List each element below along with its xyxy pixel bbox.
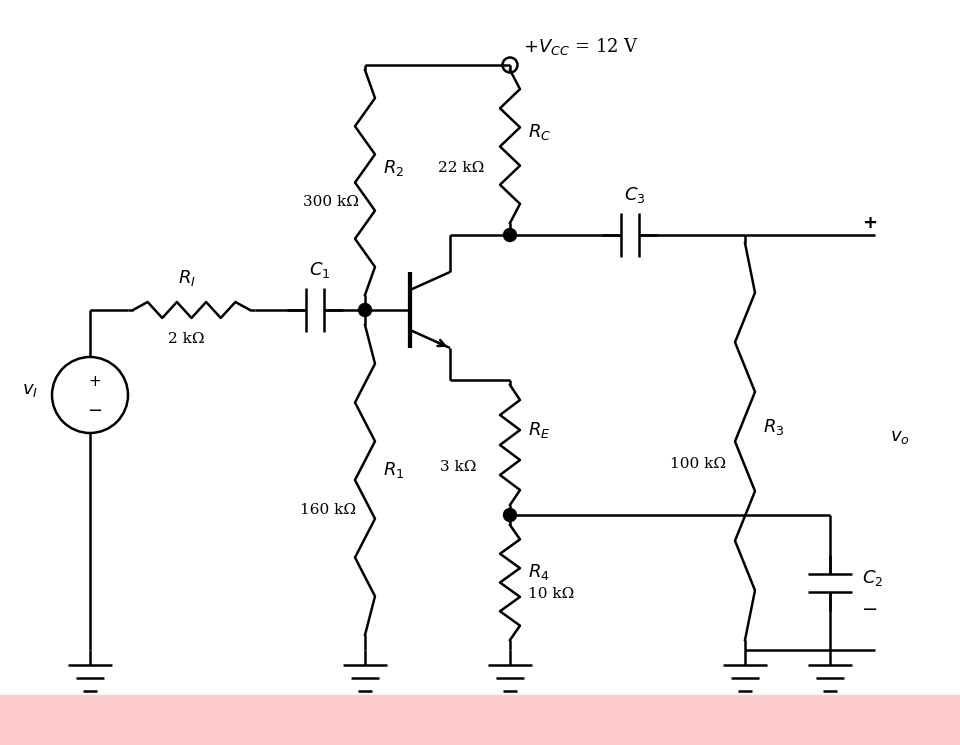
Text: $v_I$: $v_I$ <box>22 381 38 399</box>
Text: 300 kΩ: 300 kΩ <box>303 195 359 209</box>
Circle shape <box>503 509 516 522</box>
Text: 2 kΩ: 2 kΩ <box>168 332 204 346</box>
Text: $v_o$: $v_o$ <box>890 428 910 446</box>
Text: $C_1$: $C_1$ <box>309 260 331 280</box>
Text: +: + <box>862 214 877 232</box>
Bar <box>0 695 960 745</box>
Text: $C_3$: $C_3$ <box>624 185 646 205</box>
Text: +: + <box>88 373 102 388</box>
Circle shape <box>503 229 516 241</box>
Text: 10 kΩ: 10 kΩ <box>528 588 574 601</box>
Text: 22 kΩ: 22 kΩ <box>438 162 484 176</box>
Text: $C_2$: $C_2$ <box>862 568 883 588</box>
Text: $R_E$: $R_E$ <box>528 420 550 440</box>
Text: 100 kΩ: 100 kΩ <box>670 457 726 471</box>
Text: −: − <box>862 600 878 620</box>
Text: $R_C$: $R_C$ <box>528 121 551 142</box>
Text: −: − <box>87 402 103 420</box>
Text: $R_2$: $R_2$ <box>383 157 404 177</box>
Text: 3 kΩ: 3 kΩ <box>440 460 476 474</box>
Circle shape <box>358 303 372 317</box>
Text: $R_3$: $R_3$ <box>763 416 784 437</box>
Text: $R_I$: $R_I$ <box>178 268 196 288</box>
Text: $+V_{CC}$ = 12 V: $+V_{CC}$ = 12 V <box>523 36 639 57</box>
Text: $R_4$: $R_4$ <box>528 562 550 583</box>
Text: 160 kΩ: 160 kΩ <box>300 503 356 517</box>
Text: $R_1$: $R_1$ <box>383 460 404 480</box>
